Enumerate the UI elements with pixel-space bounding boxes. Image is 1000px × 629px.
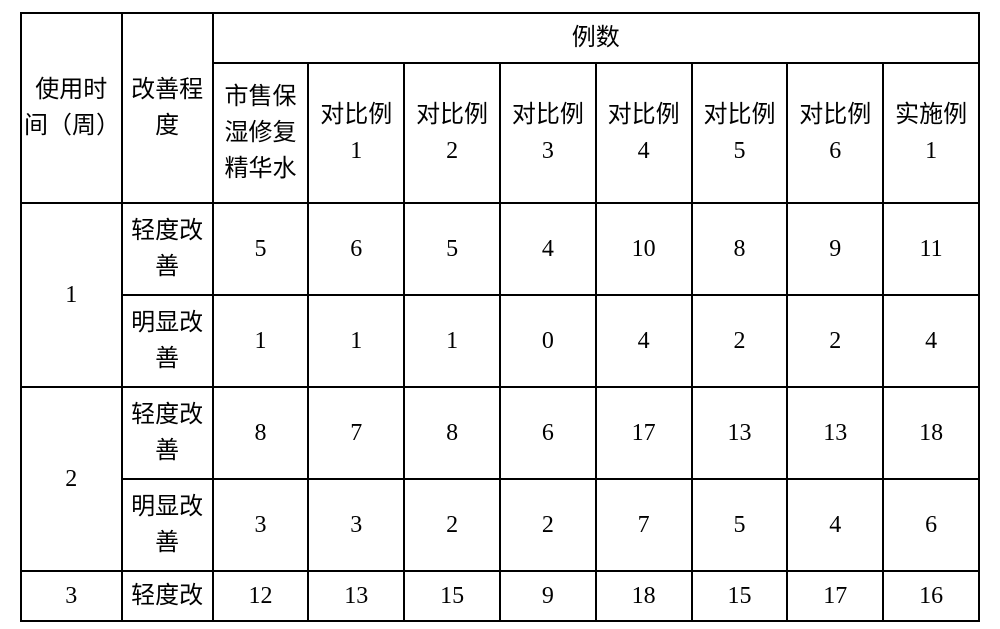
cell-value: 6 [883,479,979,571]
cell-level: 明显改善 [122,295,213,387]
cell-value: 7 [308,387,404,479]
cell-time-1: 1 [21,203,122,387]
cell-value: 1 [404,295,500,387]
cell-value: 18 [883,387,979,479]
cell-value: 12 [213,571,309,621]
cell-value: 5 [213,203,309,295]
cell-value: 13 [692,387,788,479]
table-row: 明显改善 3 3 2 2 7 5 4 6 [21,479,979,571]
col-header-level: 改善程度 [122,13,213,203]
col-header-comp4: 对比例4 [596,63,692,203]
cell-value: 10 [596,203,692,295]
table-row: 3 轻度改 12 13 15 9 18 15 17 16 [21,571,979,621]
header-row-1: 使用时间（周） 改善程度 例数 [21,13,979,63]
cell-value: 8 [692,203,788,295]
cell-value: 15 [404,571,500,621]
cell-value: 7 [596,479,692,571]
cell-time-3: 3 [21,571,122,621]
cell-value: 4 [787,479,883,571]
cell-value: 5 [404,203,500,295]
cell-value: 6 [500,387,596,479]
col-header-market: 市售保湿修复精华水 [213,63,309,203]
cell-value: 16 [883,571,979,621]
cell-value: 2 [787,295,883,387]
cell-value: 1 [213,295,309,387]
cell-value: 13 [787,387,883,479]
cell-value: 17 [787,571,883,621]
col-header-comp3: 对比例3 [500,63,596,203]
cell-value: 4 [596,295,692,387]
cell-value: 18 [596,571,692,621]
cell-time-2: 2 [21,387,122,571]
cell-value: 9 [787,203,883,295]
col-header-cases-group: 例数 [213,13,979,63]
cell-value: 0 [500,295,596,387]
cell-value: 6 [308,203,404,295]
results-table: 使用时间（周） 改善程度 例数 市售保湿修复精华水 对比例1 对比例2 对比例3… [20,12,980,622]
col-header-impl1: 实施例1 [883,63,979,203]
table-row: 明显改善 1 1 1 0 4 2 2 4 [21,295,979,387]
cell-value: 5 [692,479,788,571]
col-header-time: 使用时间（周） [21,13,122,203]
cell-value: 1 [308,295,404,387]
col-header-comp1: 对比例1 [308,63,404,203]
cell-level: 明显改善 [122,479,213,571]
cell-value: 2 [500,479,596,571]
cell-value: 15 [692,571,788,621]
table-row: 1 轻度改善 5 6 5 4 10 8 9 11 [21,203,979,295]
table-row: 2 轻度改善 8 7 8 6 17 13 13 18 [21,387,979,479]
cell-value: 8 [213,387,309,479]
col-header-comp2: 对比例2 [404,63,500,203]
cell-value: 4 [500,203,596,295]
cell-value: 9 [500,571,596,621]
cell-value: 2 [404,479,500,571]
cell-value: 8 [404,387,500,479]
cell-value: 17 [596,387,692,479]
cell-level: 轻度改善 [122,387,213,479]
cell-value: 11 [883,203,979,295]
cell-value: 2 [692,295,788,387]
cell-level: 轻度改善 [122,203,213,295]
cell-value: 3 [213,479,309,571]
col-header-comp5: 对比例5 [692,63,788,203]
cell-value: 3 [308,479,404,571]
col-header-comp6: 对比例6 [787,63,883,203]
cell-value: 4 [883,295,979,387]
cell-value: 13 [308,571,404,621]
cell-level: 轻度改 [122,571,213,621]
